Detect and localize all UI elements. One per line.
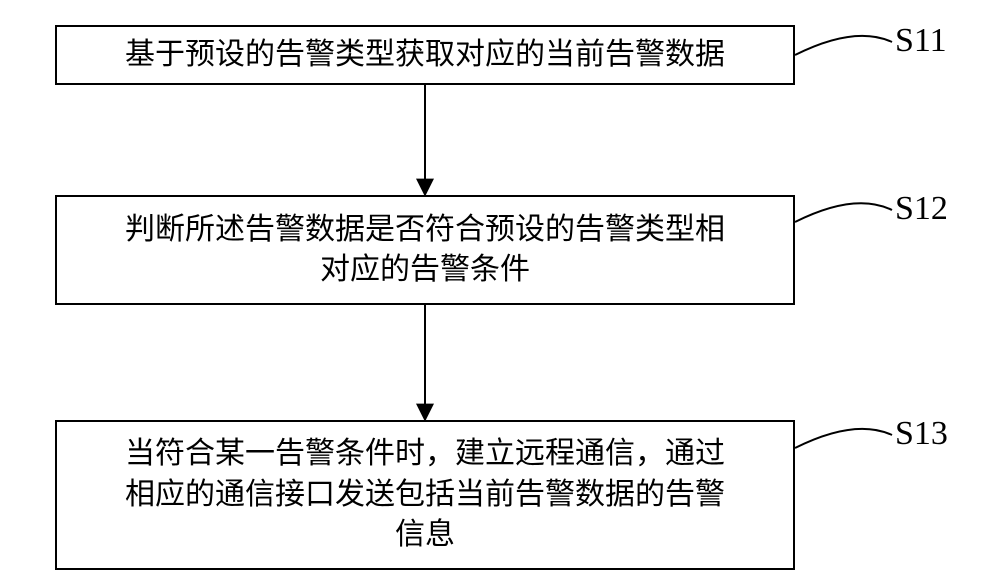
step-label-s13: S13 xyxy=(895,415,948,453)
flowchart-canvas: 基于预设的告警类型获取对应的当前告警数据判断所述告警数据是否符合预设的告警类型相… xyxy=(0,0,1000,588)
step-label-s12: S12 xyxy=(895,190,948,228)
callout-curve-2 xyxy=(795,429,892,448)
flow-node-s13: 当符合某一告警条件时，建立远程通信，通过 相应的通信接口发送包括当前告警数据的告… xyxy=(55,420,795,570)
flow-node-s12: 判断所述告警数据是否符合预设的告警类型相 对应的告警条件 xyxy=(55,195,795,305)
flow-node-s11: 基于预设的告警类型获取对应的当前告警数据 xyxy=(55,25,795,85)
callout-curve-1 xyxy=(795,203,892,222)
callout-curve-0 xyxy=(795,36,892,55)
step-label-s11: S11 xyxy=(895,22,947,60)
